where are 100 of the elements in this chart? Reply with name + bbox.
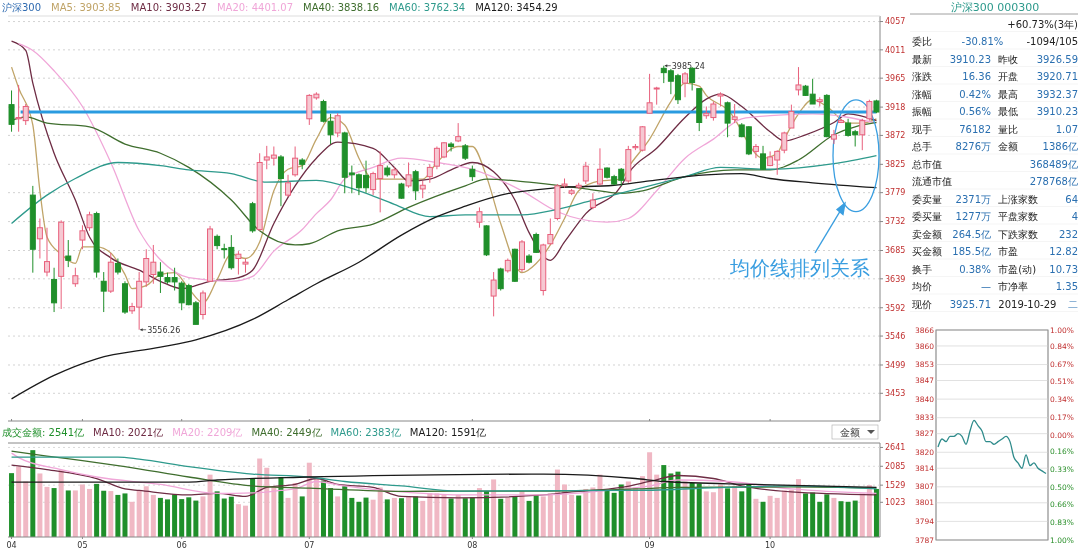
bar <box>299 496 305 537</box>
bar <box>739 491 745 537</box>
text: MA60: 2383亿 <box>330 427 401 438</box>
bar <box>172 494 178 537</box>
candlestick <box>426 163 433 184</box>
bar <box>72 490 78 537</box>
candlestick <box>199 290 206 320</box>
bar <box>94 483 100 537</box>
y-tick-label: 3872 <box>885 131 906 141</box>
bar <box>817 501 823 537</box>
bar <box>406 496 412 537</box>
bar <box>384 499 390 537</box>
bar <box>157 497 163 537</box>
text: 买金额 185.5亿 市盈 12.82 <box>912 246 1078 258</box>
candlestick <box>682 71 689 98</box>
candlestick <box>533 232 540 254</box>
bar <box>23 481 29 537</box>
candlestick <box>752 143 759 159</box>
x-tick-label: 09 <box>644 541 655 550</box>
bar <box>852 500 858 537</box>
bar <box>618 484 624 537</box>
candlestick <box>235 250 242 276</box>
candlestick <box>788 104 795 129</box>
bar <box>803 493 809 537</box>
bar <box>824 494 830 537</box>
bar <box>143 486 149 537</box>
bar <box>554 469 560 537</box>
bar <box>547 493 553 537</box>
bar <box>725 488 731 537</box>
bar <box>320 480 326 537</box>
candlestick <box>65 239 72 268</box>
candlestick <box>79 224 86 250</box>
bar <box>129 501 135 537</box>
y-tick-label: 4057 <box>885 17 906 27</box>
x-tick-label: 06 <box>176 541 187 550</box>
x-tick-label: 07 <box>304 541 315 550</box>
line-series <box>10 464 878 499</box>
bar <box>349 497 355 537</box>
y-tick-label: 3639 <box>885 274 906 284</box>
annotation: 均价线排列关系 <box>729 256 870 281</box>
text: MA20: 2209亿 <box>172 427 243 438</box>
bar <box>810 492 816 537</box>
bar <box>604 490 610 537</box>
candlestick <box>412 169 419 201</box>
bar <box>356 501 362 537</box>
text: MA20: 4401.07 <box>216 2 294 13</box>
candlestick <box>859 118 866 151</box>
bar <box>873 488 879 537</box>
y-tick-label: 2641 <box>885 443 906 453</box>
y-tick-label: 1023 <box>885 498 906 508</box>
bar <box>65 490 71 537</box>
candlestick <box>43 227 50 277</box>
text: MA10: 2021亿 <box>93 427 164 438</box>
bar <box>760 501 766 537</box>
candlestick <box>334 112 341 138</box>
line-series <box>10 155 878 225</box>
y-tick-label: 3453 <box>885 389 906 399</box>
bar <box>136 491 142 537</box>
bar <box>9 473 15 537</box>
bar <box>370 499 376 537</box>
bar <box>193 500 199 537</box>
bar <box>732 485 738 537</box>
bar <box>540 496 546 537</box>
bar <box>342 485 348 537</box>
text: MA60: 3762.34 <box>389 2 466 13</box>
candlestick <box>596 147 603 186</box>
bar <box>647 452 653 537</box>
text: 现手 76182 量比 1.07 <box>912 123 1078 135</box>
y-tick-label: 3825 <box>885 160 906 170</box>
bar <box>292 482 298 537</box>
text: 委买量 1277万 平盘家数 4 <box>912 211 1078 223</box>
y-tick-label: 1529 <box>885 480 906 490</box>
candlestick <box>51 267 58 313</box>
text: 涨跌 16.36 开盘 3920.71 <box>912 71 1078 83</box>
bar <box>562 484 568 537</box>
y-tick-label: 3918 <box>885 102 906 112</box>
annotation: 3985.24 <box>671 61 705 71</box>
text: 流通市值 278768亿 <box>912 176 1078 188</box>
bar <box>469 497 475 537</box>
text: MA40: 3838.16 <box>303 2 380 13</box>
bar <box>30 450 36 537</box>
bar <box>689 482 695 537</box>
bar <box>398 498 404 537</box>
bar <box>363 497 369 537</box>
bar <box>228 496 234 537</box>
bar <box>717 484 723 537</box>
bar <box>838 501 844 537</box>
bar <box>79 484 85 537</box>
text: 振幅 0.56% 最低 3910.23 <box>912 106 1078 118</box>
bar <box>278 477 284 537</box>
candlestick <box>731 103 738 124</box>
bar <box>455 494 461 537</box>
y-tick-label: 3499 <box>885 360 906 370</box>
bar <box>668 473 674 537</box>
candlestick <box>292 145 299 178</box>
bar <box>526 500 532 537</box>
bar <box>328 488 334 537</box>
text: 涨幅 0.42% 最高 3932.37 <box>912 88 1078 100</box>
bar <box>512 497 518 537</box>
text: MA10: 3903.27 <box>130 2 207 13</box>
